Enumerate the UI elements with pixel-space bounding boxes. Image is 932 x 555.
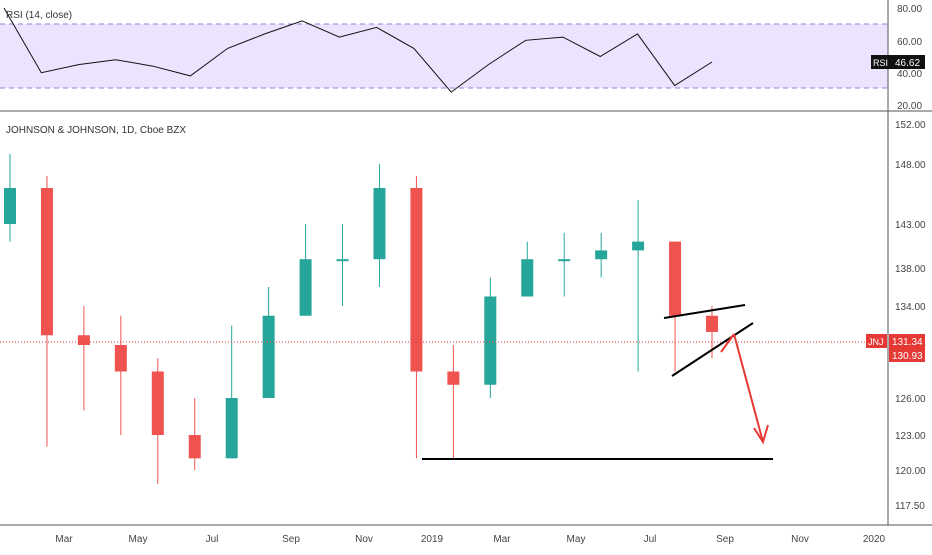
time-axis-label: Mar — [55, 534, 73, 545]
candle-body — [262, 315, 275, 398]
time-axis-label: Jul — [206, 534, 219, 545]
candle-body — [373, 188, 386, 260]
candlestick-series — [4, 154, 718, 484]
time-axis-label: Sep — [716, 534, 734, 545]
arrow-segment-2 — [733, 333, 764, 443]
time-axis-label: Jul — [644, 534, 657, 545]
candle-body — [558, 259, 571, 262]
current-price-badge-value: 131.34 — [892, 337, 923, 348]
candle-body — [447, 371, 460, 385]
arrow-head — [753, 424, 769, 445]
price-tick-label: 152.00 — [895, 120, 926, 131]
candle-body — [484, 296, 497, 385]
second-price-badge-bg — [889, 348, 925, 362]
candle-body — [669, 241, 682, 316]
candle-body — [521, 259, 534, 297]
rsi-badge-value: 46.62 — [895, 58, 920, 69]
rsi-band — [0, 24, 888, 88]
current-price-badge-label: JNJ — [868, 337, 884, 347]
price-tick-label: 123.00 — [895, 431, 926, 442]
candle-body — [40, 188, 53, 336]
candle-body — [336, 259, 349, 262]
time-axis-label: May — [129, 534, 148, 545]
current-price-badge-bg — [889, 334, 925, 348]
wedge-upper-trendline — [663, 304, 746, 319]
candle-body — [410, 188, 423, 372]
rsi-tick-label: 80.00 — [897, 4, 922, 15]
rsi-label: RSI (14, close) — [6, 10, 72, 21]
candle-body — [706, 315, 718, 332]
rsi-axis-ticks: 80.00 60.00 40.00 20.00 — [897, 4, 922, 112]
price-tick-label: 120.00 — [895, 466, 926, 477]
rsi-tick-label: 40.00 — [897, 69, 922, 80]
candle-body — [299, 259, 312, 316]
price-tick-label: 126.00 — [895, 394, 926, 405]
candle-body — [151, 371, 164, 435]
price-tick-label: 117.50 — [895, 501, 925, 512]
candle-body — [595, 250, 608, 260]
candle-body — [114, 345, 127, 372]
time-axis-label: May — [567, 534, 586, 545]
current-price-badge-label-bg — [866, 334, 887, 348]
rsi-tick-label: 60.00 — [897, 37, 922, 48]
candle-body — [4, 188, 16, 224]
time-axis-label: Nov — [791, 534, 809, 545]
price-tick-label: 148.00 — [895, 160, 926, 171]
price-title: JOHNSON & JOHNSON, 1D, Cboe BZX — [6, 125, 186, 136]
time-axis-label: Sep — [282, 534, 300, 545]
time-axis-label: 2019 — [421, 534, 444, 545]
price-axis-ticks: 152.00148.00143.00138.00134.00130.00126.… — [895, 120, 926, 512]
rsi-badge-label: RSI — [873, 58, 888, 68]
time-axis-label: Mar — [493, 534, 511, 545]
candle-body — [77, 335, 90, 345]
time-axis-label: 2020 — [863, 534, 886, 545]
candle-body — [188, 435, 201, 459]
arrow-segment-1 — [720, 333, 735, 353]
second-price-badge-value: 130.93 — [892, 351, 923, 362]
wedge-lower-trendline — [671, 322, 754, 377]
price-tick-label: 143.00 — [895, 220, 926, 231]
rsi-tick-label: 20.00 — [897, 101, 922, 112]
time-axis-label: Nov — [355, 534, 373, 545]
price-tick-label: 134.00 — [895, 302, 926, 313]
rsi-badge-value-bg — [891, 55, 925, 69]
rsi-badge-label-bg — [871, 55, 891, 69]
price-tick-label: 138.00 — [895, 264, 926, 275]
candle-body — [225, 398, 238, 459]
candle-body — [632, 241, 645, 251]
rsi-line — [3, 7, 713, 93]
time-axis-labels: Mar May Jul Sep Nov 2019 Mar May Jul Sep Nov 2020 — [55, 534, 885, 545]
